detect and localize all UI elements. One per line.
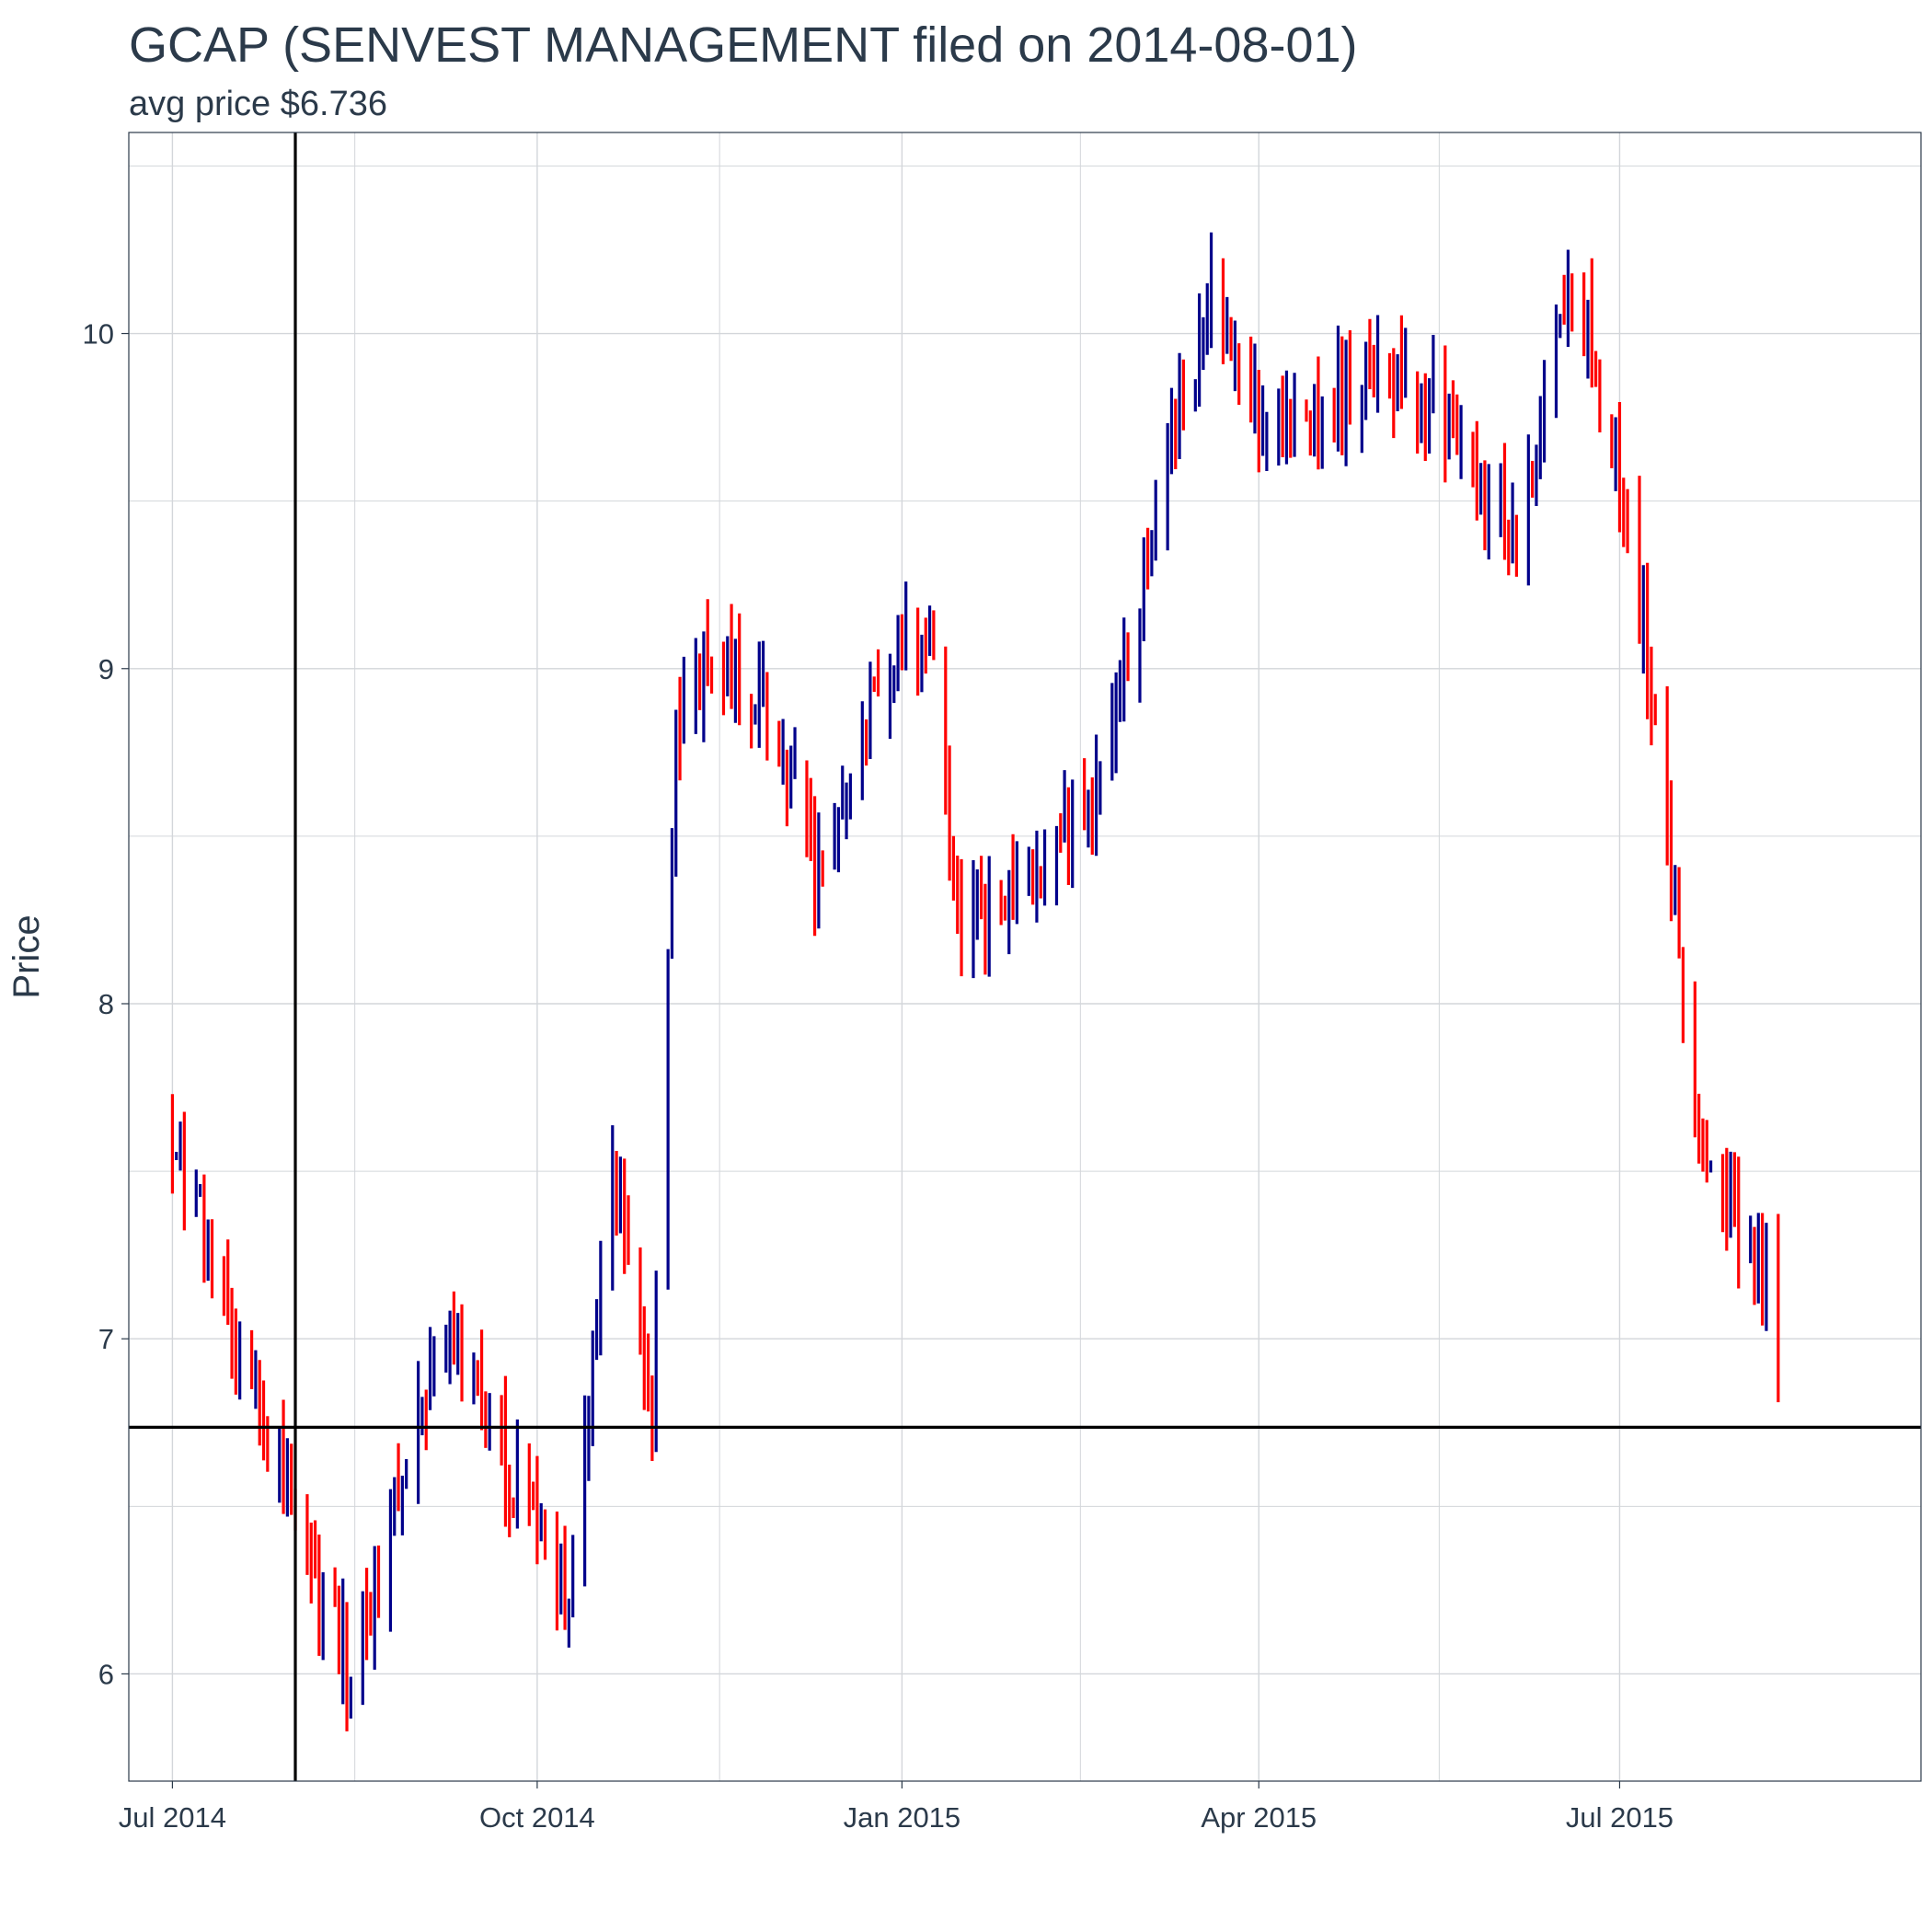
axes: 6 7 8 9 10 Jul 2014 Oct 2014 Jan 2015 Apr 2015 Ju… (83, 318, 1674, 1834)
x-tick-label: Oct 2014 (479, 1801, 595, 1834)
x-tick-label: Jul 2014 (119, 1801, 226, 1834)
price-bars (170, 232, 1780, 1731)
reference-lines (129, 132, 1921, 1781)
y-tick-label: 7 (98, 1323, 114, 1355)
x-tick-label: Jan 2015 (844, 1801, 961, 1834)
chart-subtitle: avg price $6.736 (129, 85, 387, 123)
x-tick-label: Apr 2015 (1201, 1801, 1317, 1834)
y-tick-label: 10 (83, 318, 114, 351)
grid-lines (129, 132, 1921, 1781)
y-tick-label: 8 (98, 988, 114, 1020)
x-tick-label: Jul 2015 (1566, 1801, 1673, 1834)
chart-title: GCAP (SENVEST MANAGEMENT filed on 2014-0… (129, 17, 1358, 73)
y-tick-label: 6 (98, 1658, 114, 1690)
plot-panel-border (128, 132, 1922, 1782)
y-axis-label: Price (6, 914, 47, 998)
y-tick-label: 9 (98, 653, 114, 685)
